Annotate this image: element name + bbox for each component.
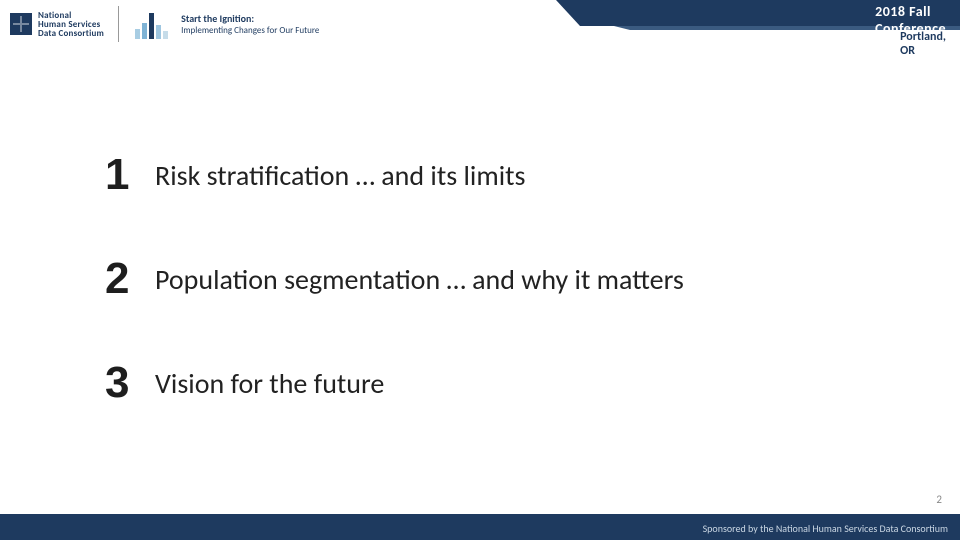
- agenda-item: 1 Risk stratification … and its limits: [105, 150, 900, 200]
- agenda-number: 2: [105, 254, 149, 304]
- agenda-item: 3 Vision for the future: [105, 358, 900, 408]
- slide: National Human Services Data Consortium …: [0, 0, 960, 540]
- header-divider: [118, 6, 119, 42]
- agenda-list: 1 Risk stratification … and its limits 2…: [105, 150, 900, 462]
- agenda-item: 2 Population segmentation … and why it m…: [105, 254, 900, 304]
- page-number: 2: [936, 493, 942, 506]
- sponsor-text: Sponsored by the National Human Services…: [703, 522, 948, 535]
- nhsdc-logo-icon: [10, 13, 32, 35]
- agenda-label: Vision for the future: [155, 366, 384, 401]
- org-line3: Data Consortium: [38, 29, 104, 38]
- header: National Human Services Data Consortium …: [0, 0, 960, 48]
- tagline-block: Start the Ignition: Implementing Changes…: [133, 9, 319, 39]
- footer-bar: Sponsored by the National Human Services…: [0, 514, 960, 540]
- agenda-number: 3: [105, 358, 149, 408]
- tagline-text: Start the Ignition: Implementing Changes…: [181, 12, 319, 36]
- tagline-title: Start the Ignition:: [181, 12, 319, 25]
- nhsdc-logo: National Human Services Data Consortium: [10, 11, 104, 38]
- nhsdc-logo-text: National Human Services Data Consortium: [38, 11, 104, 38]
- agenda-label: Risk stratification … and its limits: [155, 158, 525, 193]
- agenda-label: Population segmentation … and why it mat…: [155, 262, 684, 297]
- agenda-number: 1: [105, 150, 149, 200]
- bar-chart-icon: [133, 9, 173, 39]
- conference-location: Portland, OR: [900, 30, 946, 58]
- header-left: National Human Services Data Consortium …: [10, 6, 319, 42]
- tagline-subtitle: Implementing Changes for Our Future: [181, 25, 319, 36]
